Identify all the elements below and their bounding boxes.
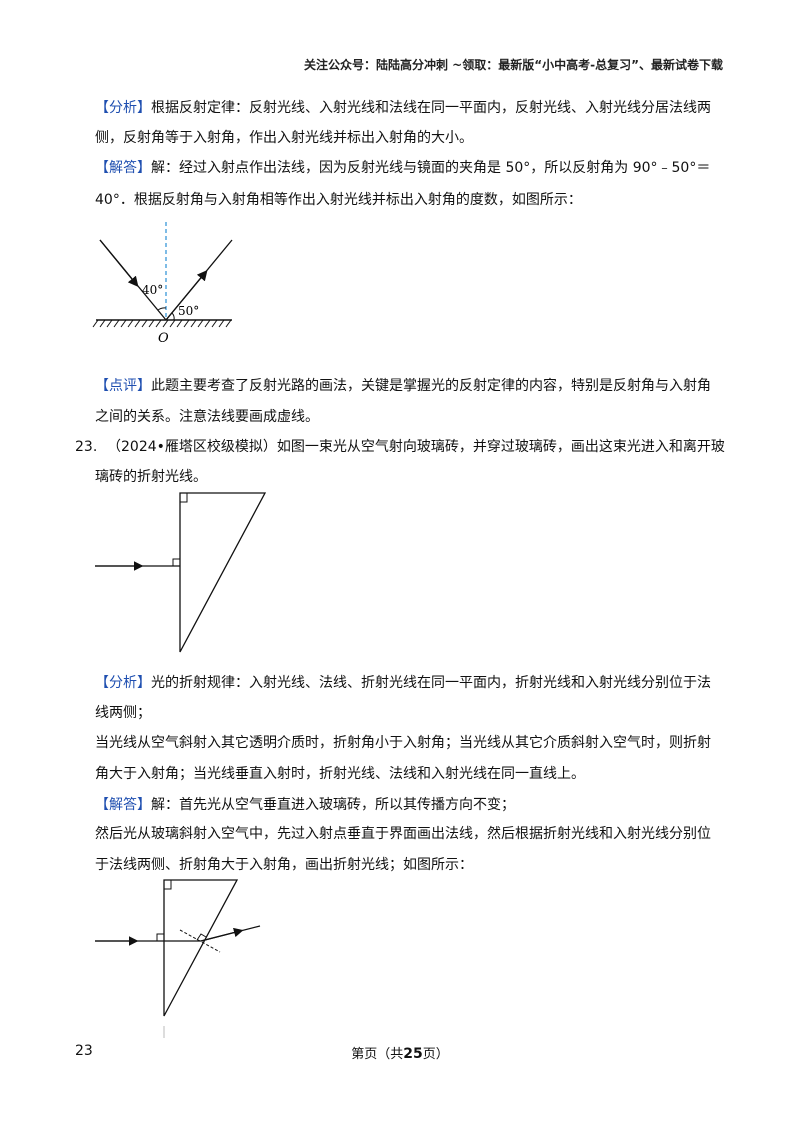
q22-answer-text-1: 解：经过入射点作出法线，因为反射光线与镜面的夹角是 50°，所以反射角为 90°… bbox=[151, 160, 711, 176]
analysis-tag: 【分析】 bbox=[95, 675, 151, 691]
refraction-answer-diagram bbox=[95, 879, 261, 1038]
q23-stem-line-2: 璃砖的折射光线。 bbox=[95, 469, 207, 485]
q22-analysis-text-1: 根据反射定律：反射光线、入射光线和法线在同一平面内，反射光线、入射光线分居法线两 bbox=[151, 100, 711, 116]
q23-answer-line-3: 于法线两侧、折射角大于入射角，画出折射光线；如图所示： bbox=[95, 857, 473, 873]
analysis-tag: 【分析】 bbox=[95, 100, 151, 116]
q22-comment-text-1: 此题主要考查了反射光路的画法，关键是掌握光的反射定律的内容，特别是反射角与入射角 bbox=[151, 378, 711, 394]
q22-comment-line-2: 之间的关系。注意法线要画成虚线。 bbox=[95, 409, 319, 425]
page-header: 关注公众号：陆陆高分冲刺 ~领取：最新版“小中高考-总复习”、最新试卷下载 bbox=[304, 58, 723, 72]
q23-analysis-line-1: 【分析】光的折射规律：入射光线、法线、折射光线在同一平面内，折射光线和入射光线分… bbox=[95, 673, 725, 693]
page-counter: 第页（共25页） bbox=[0, 1043, 800, 1062]
right-angle-mark bbox=[180, 493, 188, 503]
glass-brick bbox=[163, 879, 239, 1017]
normal-dashed bbox=[179, 929, 221, 953]
answer-tag: 【解答】 bbox=[95, 797, 151, 813]
page-number: 23 bbox=[75, 1043, 93, 1059]
q23-answer-line-1: 【解答】解：首先光从空气垂直进入玻璃砖，所以其传播方向不变； bbox=[95, 795, 725, 815]
reflection-diagram: 40° 50° O bbox=[92, 222, 233, 346]
q23-analysis-line-4: 角大于入射角；当光线垂直入射时，折射光线、法线和入射光线在同一直线上。 bbox=[95, 766, 585, 782]
answer-tag: 【解答】 bbox=[95, 160, 151, 176]
q22-analysis-line-1: 【分析】根据反射定律：反射光线、入射光线和法线在同一平面内，反射光线、入射光线分… bbox=[95, 98, 725, 118]
page-prefix: 第页（共 bbox=[351, 1047, 404, 1062]
right-angle-mark bbox=[164, 880, 172, 890]
page-suffix: 页） bbox=[422, 1047, 449, 1062]
q23-analysis-line-2: 线两侧； bbox=[95, 705, 151, 721]
q23-answer-line-2: 然后光从玻璃斜射入空气中，先过入射点垂直于界面画出法线，然后根据折射光线和入射光… bbox=[95, 826, 711, 842]
q22-analysis-line-2: 侧，反射角等于入射角，作出入射光线并标出入射角的大小。 bbox=[95, 130, 473, 146]
q23-number: 23. bbox=[75, 439, 98, 455]
angle-50-label: 50° bbox=[178, 304, 199, 318]
total-pages: 25 bbox=[403, 1046, 423, 1062]
angle-40-label: 40° bbox=[142, 283, 163, 297]
q22-answer-line-1: 【解答】解：经过入射点作出法线，因为反射光线与镜面的夹角是 50°，所以反射角为… bbox=[95, 158, 725, 178]
q22-comment-line-1: 【点评】此题主要考查了反射光路的画法，关键是掌握光的反射定律的内容，特别是反射角… bbox=[95, 376, 725, 396]
q23-answer-text-1: 解：首先光从空气垂直进入玻璃砖，所以其传播方向不变； bbox=[151, 797, 515, 813]
q22-answer-line-2: 40°．根据反射角与入射角相等作出入射光线并标出入射角的度数，如图所示： bbox=[95, 192, 582, 208]
point-o-label: O bbox=[158, 331, 169, 346]
glass-brick bbox=[179, 492, 267, 653]
q23-analysis-text-1: 光的折射规律：入射光线、法线、折射光线在同一平面内，折射光线和入射光线分别位于法 bbox=[151, 675, 711, 691]
glass-brick-diagram bbox=[95, 492, 267, 653]
q23-analysis-line-3: 当光线从空气斜射入其它透明介质时，折射角小于入射角；当光线从其它介质斜射入空气时… bbox=[95, 735, 711, 751]
comment-tag: 【点评】 bbox=[95, 378, 151, 394]
mirror-hatching bbox=[92, 319, 232, 328]
angle-arc bbox=[157, 307, 167, 311]
q23-stem-line-1: （2024•雁塔区校级模拟）如图一束光从空气射向玻璃砖，并穿过玻璃砖，画出这束光… bbox=[107, 439, 725, 455]
